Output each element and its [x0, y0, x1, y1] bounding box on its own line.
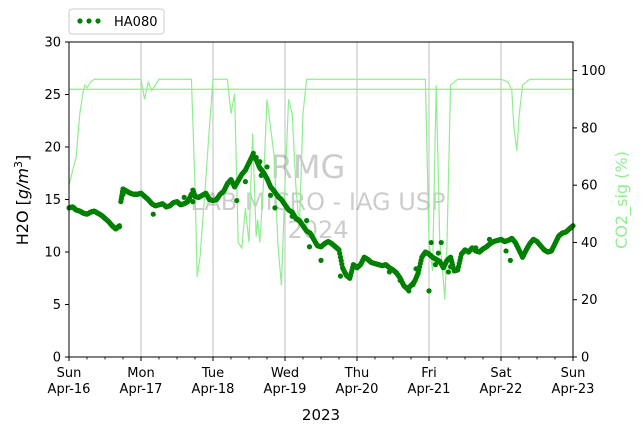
h2o-data-point	[426, 288, 432, 294]
h2o-data-point	[257, 159, 263, 165]
x-tick-label-day: Sun	[561, 366, 586, 381]
right-y-tick-label: 60	[581, 179, 598, 194]
h2o-data-point	[116, 224, 122, 230]
h2o-data-point	[190, 199, 196, 205]
h2o-data-point	[486, 236, 493, 242]
h2o-data-point	[242, 179, 248, 185]
x-tick-label-date: Apr-19	[264, 382, 307, 397]
h2o-data-point	[507, 257, 513, 263]
ylabel-prefix: H2O [	[13, 199, 32, 245]
h2o-data-point	[289, 213, 295, 219]
h2o-data-point	[386, 269, 392, 275]
ylabel-unit: g/m	[13, 168, 32, 199]
legend-marker-dot-2	[86, 18, 92, 24]
co2-series	[68, 78, 573, 300]
h2o-series	[66, 150, 576, 294]
x-tick-label-date: Apr-18	[192, 382, 235, 397]
x-tick-label-day: Wed	[271, 366, 299, 381]
h2o-data-point	[120, 191, 126, 197]
h2o-data-point	[264, 164, 270, 170]
co2-series-line	[68, 78, 573, 300]
watermark-line-2: LAB MICRO - IAG USP	[190, 188, 445, 216]
h2o-data-point	[181, 194, 187, 200]
ylabel-exponent: 3	[12, 161, 25, 168]
x-tick-label-date: Apr-21	[408, 382, 451, 397]
h2o-data-point	[258, 172, 264, 178]
h2o-data-point	[250, 150, 256, 156]
h2o-data-point	[306, 244, 313, 250]
h2o-data-point	[304, 217, 310, 224]
h2o-data-point	[337, 273, 344, 279]
h2o-data-point	[234, 197, 240, 204]
left-y-tick-label: 30	[44, 36, 61, 51]
x-tick-label-day: Thu	[344, 366, 369, 381]
x-tick-label-date: Apr-23	[552, 382, 595, 397]
right-y-tick-label: 100	[581, 64, 606, 79]
right-y-axis: 0 20 40 60 80 100	[573, 64, 606, 366]
ylabel-suffix: ]	[13, 155, 32, 161]
right-y-tick-label: 40	[581, 236, 598, 251]
h2o-data-point	[253, 154, 259, 161]
left-y-tick-label: 10	[44, 246, 61, 261]
legend-marker-dot-1	[77, 18, 83, 24]
h2o-data-point	[318, 257, 324, 263]
right-y-tick-label: 20	[581, 293, 598, 308]
h2o-data-point	[268, 192, 274, 198]
h2o-data-point	[435, 250, 441, 256]
legend-label-ha080: HA080	[114, 15, 157, 30]
legend-box	[68, 8, 165, 35]
h2o-data-point	[473, 245, 479, 251]
left-y-axis: 0 5 10 15 20 25 30	[44, 36, 69, 366]
watermark-line-1: RMG	[271, 148, 346, 186]
h2o-data-point	[432, 262, 439, 268]
left-y-tick-label: 0	[53, 351, 61, 366]
left-y-axis-label: H2O [g/m3]	[12, 155, 33, 246]
h2o-data-point	[406, 288, 412, 294]
x-tick-label-day: Mon	[127, 366, 154, 381]
x-axis: SunApr-16MonApr-17TueApr-18WedApr-19ThuA…	[48, 357, 595, 397]
left-y-tick-label: 20	[44, 141, 61, 156]
x-tick-label-day: Fri	[421, 366, 437, 381]
h2o-data-point	[272, 205, 278, 211]
h2o-data-point	[410, 281, 416, 288]
right-y-tick-label: 0	[581, 351, 589, 366]
h2o-data-point	[428, 239, 434, 246]
x-tick-label-day: Sat	[490, 366, 511, 381]
h2o-data-point	[445, 269, 452, 275]
x-tick-label-date: Apr-22	[480, 382, 523, 397]
h2o-data-point	[413, 266, 419, 272]
h2o-data-point	[503, 248, 509, 254]
x-tick-label-date: Apr-20	[336, 382, 379, 397]
legend-marker-dot-3	[95, 18, 101, 24]
left-y-tick-label: 25	[44, 88, 61, 103]
h2o-data-point	[150, 211, 156, 217]
left-y-tick-label: 5	[53, 298, 61, 313]
h2o-data-point	[448, 264, 454, 270]
legend: HA080	[68, 8, 165, 35]
x-tick-label-day: Sun	[57, 366, 82, 381]
x-tick-label-day: Tue	[201, 366, 224, 381]
h2o-data-point	[397, 277, 403, 283]
x-tick-label-date: Apr-17	[120, 382, 163, 397]
right-y-tick-label: 80	[581, 121, 598, 136]
left-y-tick-label: 15	[44, 193, 61, 208]
x-axis-label: 2023	[302, 406, 340, 424]
x-tick-label-date: Apr-16	[48, 382, 91, 397]
right-y-axis-label: CO2_sig (%)	[612, 151, 632, 249]
h2o-data-point	[438, 239, 444, 246]
watermark: RMG LAB MICRO - IAG USP 2024	[190, 148, 445, 244]
